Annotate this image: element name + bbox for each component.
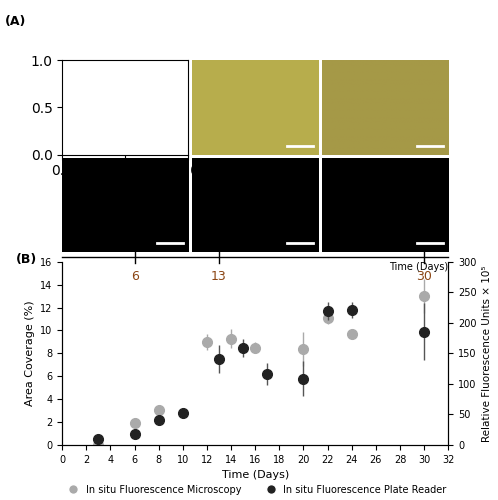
Text: 13: 13 xyxy=(211,270,227,282)
Text: Time (Days): Time (Days) xyxy=(389,262,448,272)
Y-axis label: Relative Fluorescence Units × 10⁵: Relative Fluorescence Units × 10⁵ xyxy=(482,265,492,442)
Text: 6: 6 xyxy=(130,270,138,282)
Y-axis label: Area Coverage (%): Area Coverage (%) xyxy=(24,300,34,406)
Text: (B): (B) xyxy=(16,252,37,266)
Text: 30: 30 xyxy=(416,270,432,282)
Text: (A): (A) xyxy=(5,15,26,28)
X-axis label: Time (Days): Time (Days) xyxy=(222,470,289,480)
Legend: In situ Fluorescence Microscopy, In situ Fluorescence Plate Reader: In situ Fluorescence Microscopy, In situ… xyxy=(60,481,451,499)
